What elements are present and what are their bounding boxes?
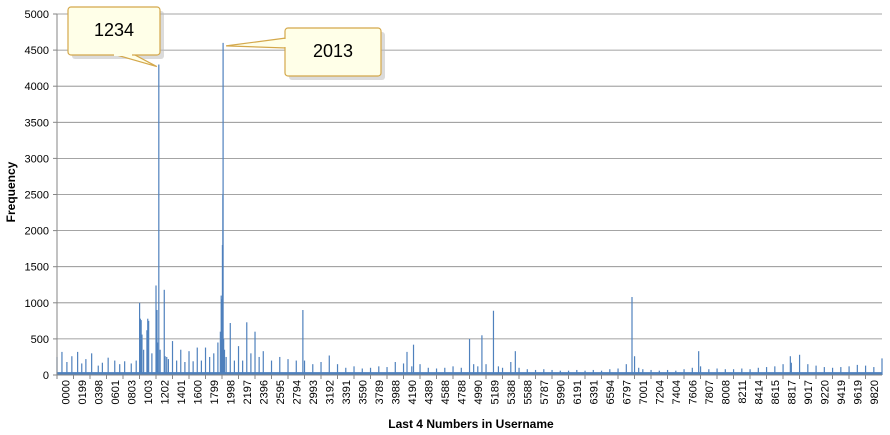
y-tick-label: 5000 bbox=[25, 9, 49, 21]
x-tick-label: 4990 bbox=[473, 380, 485, 404]
x-tick-label: 3391 bbox=[341, 380, 353, 404]
x-tick-label: 1799 bbox=[209, 380, 221, 404]
x-tick-label: 5787 bbox=[539, 380, 551, 404]
x-tick-label: 7807 bbox=[704, 380, 716, 404]
x-tick-label: 4389 bbox=[423, 380, 435, 404]
callout-pointer bbox=[226, 37, 287, 49]
bars bbox=[56, 42, 883, 375]
y-tick-label: 1000 bbox=[25, 298, 49, 310]
x-tick-label: 2595 bbox=[275, 380, 287, 404]
x-tick-label: 8211 bbox=[737, 380, 749, 404]
y-tick-label: 2500 bbox=[25, 190, 49, 202]
x-tick-label: 9017 bbox=[803, 380, 815, 404]
x-tick-label: 4788 bbox=[456, 380, 468, 404]
x-tick-label: 0803 bbox=[126, 380, 138, 404]
x-tick-label: 9619 bbox=[852, 380, 864, 404]
x-tick-label: 9419 bbox=[836, 380, 848, 404]
x-tick-labels: 0000 0199 0398 0601 0803 1003 1202 1401 1600 1799… bbox=[56, 375, 881, 404]
y-tick-label: 3500 bbox=[25, 117, 49, 129]
x-tick-label: 2993 bbox=[308, 380, 320, 404]
x-tick-label: 2197 bbox=[242, 380, 254, 404]
x-tick-label: 8008 bbox=[720, 380, 732, 404]
x-tick-label: 5990 bbox=[555, 380, 567, 404]
x-tick-label: 4588 bbox=[440, 380, 452, 404]
x-tick-label: 6797 bbox=[621, 380, 633, 404]
callouts: 1234 2013 bbox=[67, 6, 385, 80]
x-axis-title: Last 4 Numbers in Username bbox=[388, 417, 554, 431]
x-tick-label: 8615 bbox=[770, 380, 782, 404]
x-tick-label: 7606 bbox=[687, 380, 699, 404]
x-tick-label: 7404 bbox=[671, 380, 683, 404]
x-tick-label: 9220 bbox=[819, 380, 831, 404]
x-tick-label: 2794 bbox=[291, 380, 303, 404]
x-tick-label: 9820 bbox=[869, 380, 881, 404]
x-tick-label: 1401 bbox=[176, 380, 188, 404]
callout-label: 2013 bbox=[313, 41, 353, 61]
x-tick-label: 6391 bbox=[588, 380, 600, 404]
x-tick-label: 4190 bbox=[407, 380, 419, 404]
callout-1234: 1234 bbox=[67, 6, 164, 68]
x-tick-label: 0000 bbox=[60, 380, 72, 404]
x-tick-label: 8414 bbox=[753, 380, 765, 404]
y-tick-label: 1500 bbox=[25, 262, 49, 274]
y-tick-label: 2000 bbox=[25, 226, 49, 238]
callout-2013: 2013 bbox=[226, 27, 385, 80]
x-tick-label: 1998 bbox=[225, 380, 237, 404]
x-tick-label: 3789 bbox=[374, 380, 386, 404]
x-tick-label: 3192 bbox=[324, 380, 336, 404]
x-tick-label: 5189 bbox=[489, 380, 501, 404]
y-tick-labels: 0 500 1000 1500 2000 2500 3000 3500 4000 4500 5000 bbox=[25, 9, 49, 382]
y-tick-label: 3000 bbox=[25, 153, 49, 165]
x-tick-label: 2396 bbox=[258, 380, 270, 404]
x-tick-label: 8817 bbox=[786, 380, 798, 404]
x-tick-label: 0398 bbox=[93, 380, 105, 404]
y-tick-label: 4500 bbox=[25, 45, 49, 57]
x-tick-label: 1003 bbox=[143, 380, 155, 404]
y-tick-label: 0 bbox=[43, 370, 49, 382]
x-tick-label: 0601 bbox=[110, 380, 122, 404]
callout-box bbox=[284, 27, 382, 77]
x-tick-label: 3590 bbox=[357, 380, 369, 404]
x-tick-label: 6191 bbox=[572, 380, 584, 404]
x-tick-label: 1202 bbox=[159, 380, 171, 404]
callout-label: 1234 bbox=[94, 20, 134, 40]
x-tick-label: 6594 bbox=[605, 380, 617, 404]
x-tick-label: 0199 bbox=[77, 380, 89, 404]
x-tick-label: 1600 bbox=[192, 380, 204, 404]
y-axis-title: Frequency bbox=[4, 161, 18, 222]
y-tick-label: 500 bbox=[31, 334, 49, 346]
gridlines bbox=[57, 13, 882, 340]
x-tick-label: 7204 bbox=[654, 380, 666, 404]
y-tick-label: 4000 bbox=[25, 81, 49, 93]
x-tick-label: 5588 bbox=[522, 380, 534, 404]
x-tick-label: 5388 bbox=[506, 380, 518, 404]
x-tick-label: 7001 bbox=[638, 380, 650, 404]
x-tick-label: 3988 bbox=[390, 380, 402, 404]
